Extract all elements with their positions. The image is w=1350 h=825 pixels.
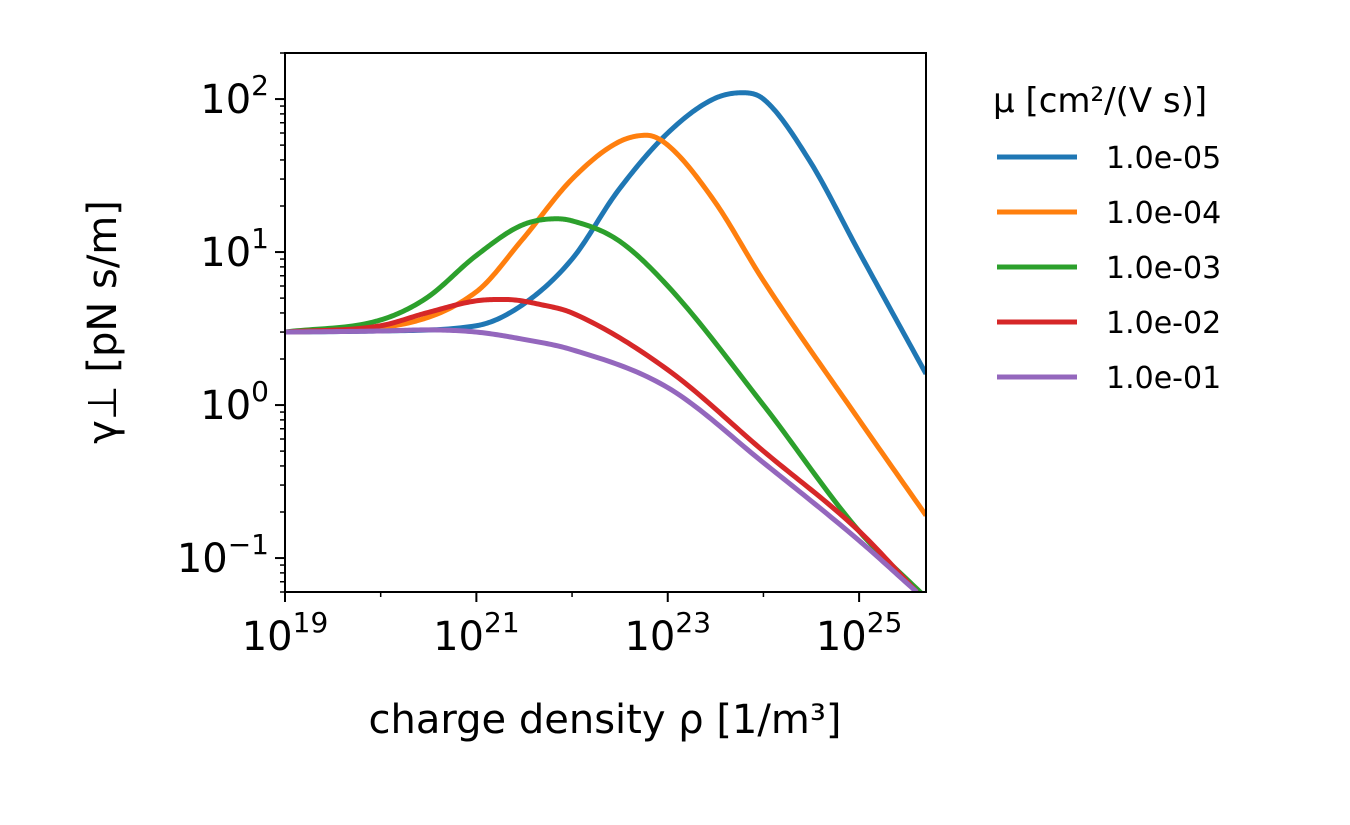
legend-label-4: 1.0e-02 — [1106, 306, 1221, 341]
x-axis-label: charge density ρ [1/m³] — [369, 697, 842, 743]
y-axis-label: γ⊥ [pN s/m] — [80, 200, 126, 444]
y-tick-label: 102 — [200, 69, 269, 123]
legend-title: μ [cm²/(V s)] — [993, 81, 1207, 121]
series-layer — [285, 90, 926, 592]
y-axis: 10−1 100 101 102 — [177, 52, 285, 593]
y-tick-label: 100 — [200, 375, 269, 429]
plot-frame — [284, 52, 927, 593]
x-tick-label: 1025 — [816, 606, 903, 660]
x-tick-label: 1023 — [624, 606, 711, 660]
legend-label-1: 1.0e-05 — [1106, 141, 1221, 176]
series-line-1 — [285, 90, 926, 376]
x-tick-label: 1021 — [433, 606, 520, 660]
legend-entries: 1.0e-05 1.0e-04 1.0e-03 1.0e-02 1.0e-01 — [997, 141, 1221, 396]
legend: μ [cm²/(V s)] 1.0e-051.0e-041.0e-031.0e-… — [993, 81, 1221, 396]
x-axis: 1019 1021 1023 1025 — [242, 592, 903, 660]
y-tick-label: 101 — [200, 222, 269, 276]
legend-label-5: 1.0e-01 — [1106, 361, 1221, 396]
legend-label-2: 1.0e-04 — [1106, 196, 1221, 231]
series-line-4 — [285, 296, 919, 592]
y-tick-label: 10−1 — [177, 528, 269, 582]
series-line-5 — [285, 327, 919, 592]
series-line-3 — [285, 216, 924, 592]
legend-label-3: 1.0e-03 — [1106, 251, 1221, 286]
x-tick-label: 1019 — [242, 606, 329, 660]
